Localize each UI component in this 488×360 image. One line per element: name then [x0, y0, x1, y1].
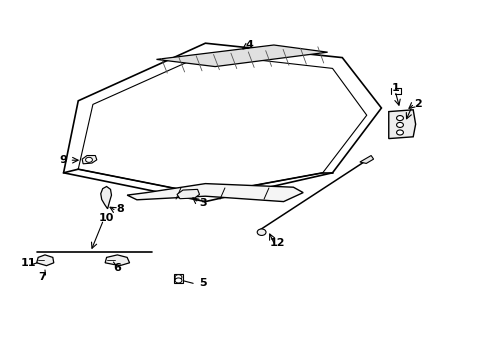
Polygon shape	[359, 156, 373, 163]
Text: 1: 1	[390, 83, 398, 93]
Polygon shape	[63, 43, 381, 202]
Polygon shape	[156, 45, 327, 67]
Text: 5: 5	[199, 278, 207, 288]
Text: 10: 10	[99, 213, 114, 223]
Circle shape	[257, 229, 265, 235]
Polygon shape	[82, 156, 97, 164]
Polygon shape	[101, 186, 111, 209]
Text: 4: 4	[245, 40, 253, 50]
Text: 8: 8	[116, 204, 123, 214]
Polygon shape	[177, 189, 199, 199]
Circle shape	[85, 157, 92, 162]
Circle shape	[396, 116, 403, 121]
Text: 11: 11	[20, 258, 36, 268]
Polygon shape	[173, 274, 183, 283]
Text: 3: 3	[199, 198, 206, 208]
Text: 2: 2	[413, 99, 421, 109]
Polygon shape	[37, 255, 54, 266]
Text: 12: 12	[269, 238, 285, 248]
Circle shape	[396, 122, 403, 127]
Text: 7: 7	[39, 272, 46, 282]
Polygon shape	[388, 110, 415, 139]
Circle shape	[396, 130, 403, 135]
Circle shape	[175, 275, 182, 280]
Circle shape	[175, 278, 182, 283]
Text: 6: 6	[113, 263, 121, 273]
Text: 9: 9	[60, 155, 67, 165]
Polygon shape	[105, 255, 129, 266]
Polygon shape	[127, 184, 303, 202]
